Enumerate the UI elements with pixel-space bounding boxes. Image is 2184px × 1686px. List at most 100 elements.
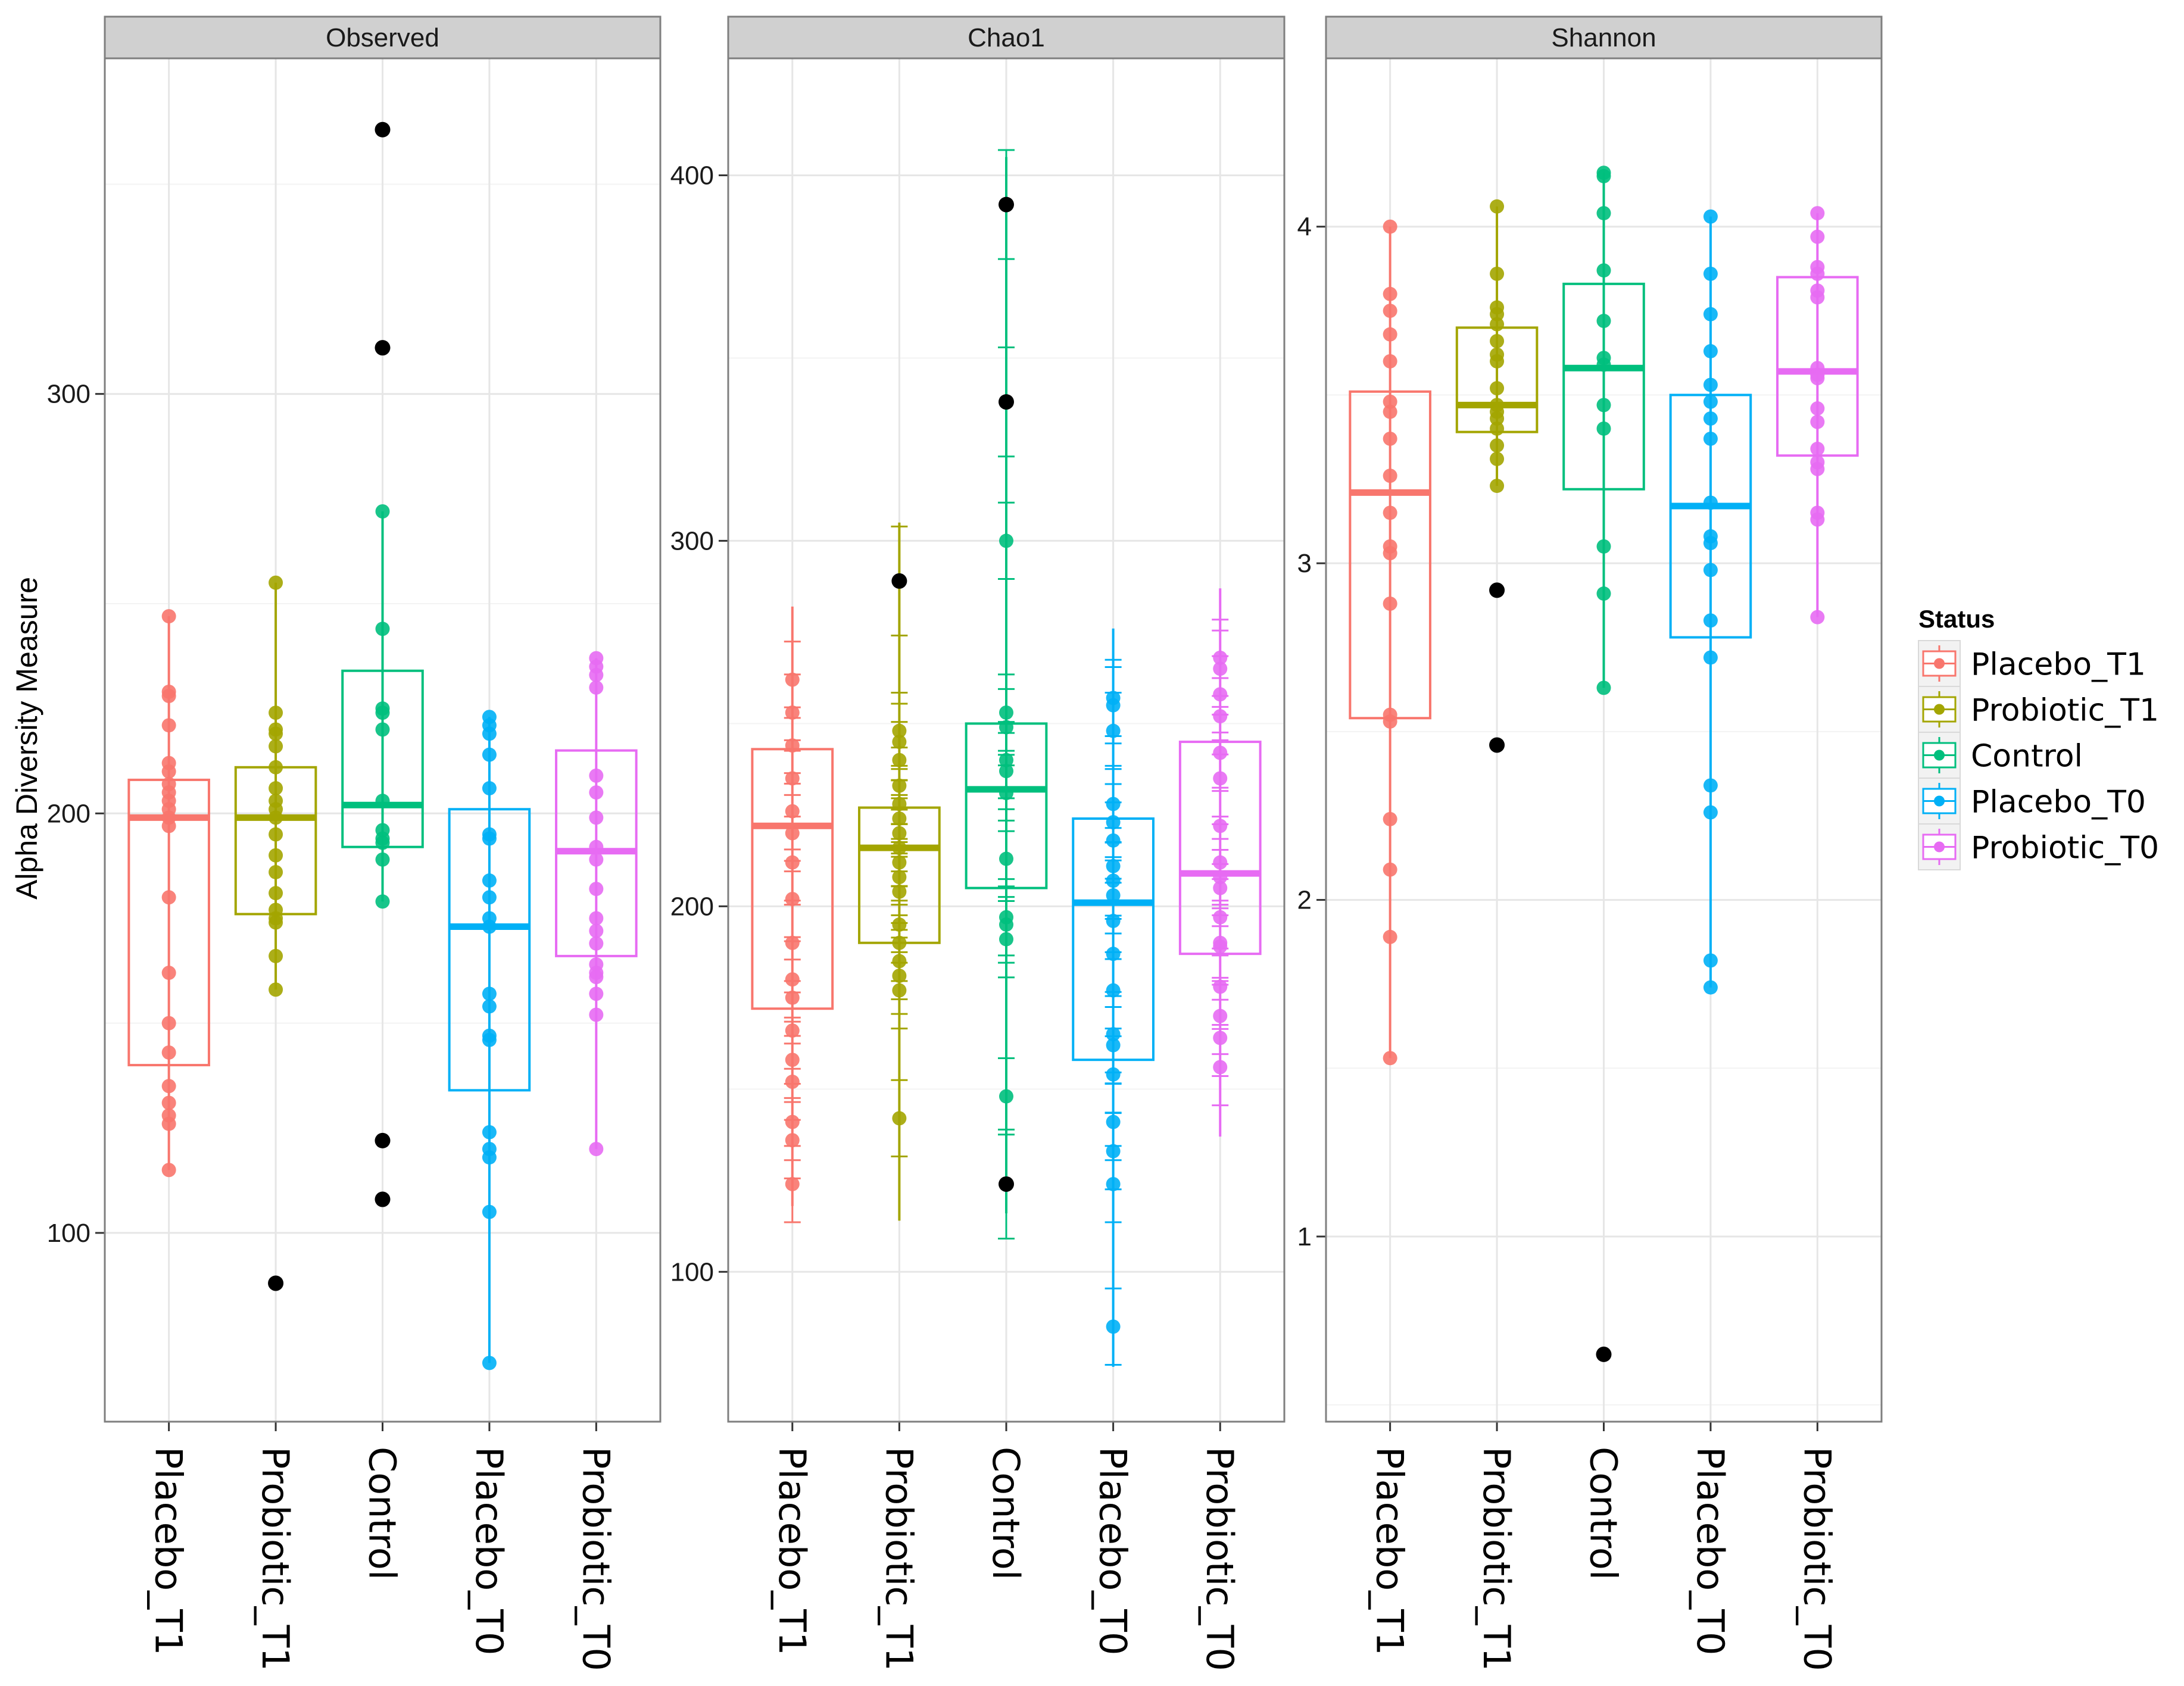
y-tick-label: 200 [47,799,91,828]
data-point [589,923,604,938]
outlier-point [268,1275,284,1291]
panel-chao1: Chao1 100 200 300 400 Placebo_T1 Probiotic_T1 C… [670,15,1286,1671]
data-point [589,911,604,926]
data-point [269,915,283,930]
strip-title: Observed [326,23,439,52]
data-point [375,622,390,636]
data-point [161,764,176,779]
legend-label: Placebo_T1 [1971,647,2146,683]
data-point [269,739,283,754]
data-point [589,852,604,867]
x-tick-label: Placebo_T1 [770,1447,814,1655]
data-point [161,819,176,833]
strip-title: Shannon [1551,23,1656,52]
data-point [482,781,497,796]
legend-label: Placebo_T0 [1971,785,2146,820]
panel-border [1325,57,1883,1423]
data-point [1703,495,1718,510]
data-point [589,1142,604,1156]
data-point [589,1007,604,1022]
data-point [1490,307,1505,321]
data-point [482,726,497,741]
data-point [1383,469,1397,483]
data-point [1213,939,1228,954]
y-tick-label: 100 [670,1257,714,1287]
data-point [1383,327,1397,342]
data-point [785,892,800,907]
data-point [999,533,1013,548]
data-point [1810,610,1825,625]
data-point [1383,811,1397,826]
data-point [589,986,604,1001]
data-point [482,919,497,934]
data-point [589,768,604,783]
outlier-point [375,340,391,356]
data-point [269,760,283,775]
data-point [375,794,390,808]
outlier-point [999,196,1014,213]
data-point [1703,431,1718,446]
data-point [161,1163,176,1178]
data-point [269,948,283,963]
legend-dot [1934,841,1945,853]
data-point [375,852,390,867]
data-point [1106,1067,1121,1082]
legend-item-probiotic-t1: Probiotic_T1 [1918,686,2159,733]
box-group-control [965,149,1048,1240]
data-point [1490,381,1505,396]
legend-item-placebo-t0: Placebo_T0 [1918,778,2146,825]
legend-label: Probiotic_T1 [1971,693,2159,729]
data-point [161,689,176,704]
strip-header [104,15,662,60]
data-point [589,970,604,985]
data-point [1596,206,1611,221]
data-point [1383,597,1397,611]
data-point [1703,563,1718,577]
data-point [1383,505,1397,520]
data-point [161,1045,176,1060]
data-point [589,667,604,682]
data-point [999,786,1013,801]
y-tick-label: 4 [1297,213,1312,242]
data-point [375,504,390,519]
data-point [1383,546,1397,561]
data-point [1703,344,1718,358]
data-point [1490,421,1505,436]
data-point [1596,357,1611,372]
data-point [1810,290,1825,305]
data-point [1106,983,1121,998]
box-group-probiotic-t0 [1776,206,1859,625]
data-point [375,894,390,909]
data-point [161,1095,176,1110]
x-tick-label: Probiotic_T1 [254,1447,297,1671]
data-point [589,785,604,800]
data-point [1383,304,1397,319]
data-point [1703,536,1718,551]
data-point [1490,438,1505,453]
data-point [1810,229,1825,244]
data-point [482,1356,497,1370]
legend-dot [1934,795,1945,807]
legend-title: Status [1918,605,1995,633]
box-group-probiotic-t1 [1455,199,1539,753]
data-point [482,831,497,846]
data-point [482,986,497,1001]
x-tick-label: Probiotic_T1 [877,1447,921,1671]
data-point [482,1150,497,1165]
x-tick-label: Placebo_T0 [1091,1447,1135,1655]
data-point [892,1111,907,1126]
panel-border [104,57,662,1423]
data-point [161,966,176,981]
data-point [1106,1319,1121,1334]
data-point [1490,451,1505,466]
legend-label: Control [1971,739,2083,775]
y-tick-label: 2 [1297,886,1312,915]
x-tick-label: Probiotic_T0 [1795,1447,1839,1671]
box-group-probiotic-t1 [858,522,941,1221]
data-point [589,936,604,951]
outlier-point [891,573,907,589]
y-tick-label: 200 [670,892,714,921]
data-point [1703,980,1718,995]
data-point [785,1176,800,1191]
